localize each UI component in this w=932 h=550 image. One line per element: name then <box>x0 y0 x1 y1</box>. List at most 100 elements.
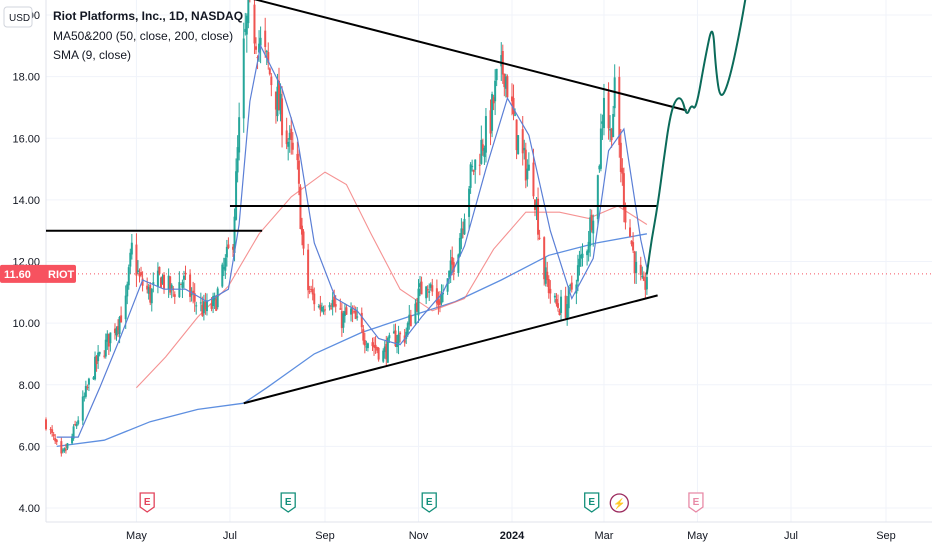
candle-body <box>408 314 411 325</box>
candle <box>598 164 601 173</box>
candle <box>98 351 101 357</box>
candle-body <box>495 68 498 81</box>
x-tick-label: 2024 <box>500 530 525 542</box>
projection-path[interactable] <box>645 0 765 275</box>
candle-body <box>449 260 452 276</box>
chart-title: Riot Platforms, Inc., 1D, NASDAQ <box>53 9 243 23</box>
candle-body <box>179 283 182 285</box>
candle-body <box>468 188 471 217</box>
candle-body <box>126 284 129 297</box>
event-marker[interactable]: E <box>280 492 296 513</box>
candle-body <box>256 57 259 59</box>
indicator-sma9: SMA (9, close) <box>53 48 131 62</box>
candle-body <box>268 68 271 75</box>
earnings-icon <box>421 492 437 513</box>
currency-label: USD <box>9 13 30 24</box>
candle <box>481 138 484 156</box>
candle-body <box>373 345 376 348</box>
candle-body <box>546 271 549 281</box>
candle-body <box>396 342 399 347</box>
ma200-line <box>56 233 648 448</box>
lower-support-line[interactable] <box>243 294 658 405</box>
candle <box>425 285 428 305</box>
candle <box>291 132 294 155</box>
candle-body <box>184 272 187 274</box>
candle <box>448 270 451 284</box>
candle-body <box>199 302 202 304</box>
candle <box>546 261 549 287</box>
candle <box>362 325 365 345</box>
candle <box>607 82 610 140</box>
candle-body <box>60 441 63 454</box>
candle-body <box>330 307 333 309</box>
candle <box>426 285 429 298</box>
candle-body <box>173 294 176 297</box>
candle-body <box>215 299 218 311</box>
y-tick-label: 10.00 <box>12 318 40 330</box>
candle-body <box>141 278 144 286</box>
candle <box>135 233 138 287</box>
candle <box>107 333 110 355</box>
candle <box>84 380 87 399</box>
event-label: E <box>144 497 151 508</box>
candle-body <box>483 147 486 158</box>
candle-body <box>356 316 359 318</box>
candle <box>170 283 173 299</box>
candle-body <box>549 288 552 294</box>
candle-body <box>618 76 621 146</box>
candle <box>300 217 303 246</box>
candle <box>189 269 192 303</box>
candle-body <box>127 267 130 286</box>
candle <box>281 86 284 148</box>
candle <box>296 141 299 170</box>
candle <box>543 236 546 286</box>
candle-body <box>136 270 139 272</box>
candle <box>599 113 602 172</box>
candle-body <box>63 448 66 452</box>
candle <box>75 421 78 430</box>
candle <box>202 294 205 321</box>
candle <box>235 158 238 221</box>
candle-body <box>247 0 250 24</box>
candle-body <box>599 128 602 169</box>
indicator-ma50-200: MA50&200 (50, close, 200, close) <box>53 29 233 43</box>
candle <box>49 427 52 435</box>
candle-body <box>45 419 47 430</box>
event-marker[interactable]: E <box>584 492 600 513</box>
candle <box>109 332 112 352</box>
candle-body <box>394 330 397 347</box>
candle <box>526 159 529 187</box>
candle-body <box>457 254 460 273</box>
candle-body <box>233 216 236 253</box>
candle <box>556 294 559 312</box>
candle <box>216 286 219 310</box>
event-marker[interactable]: E <box>139 492 155 513</box>
candle-body <box>285 130 288 145</box>
candle-body <box>120 315 123 323</box>
candle <box>167 268 170 298</box>
candle <box>602 83 605 136</box>
y-tick-label: 14.00 <box>12 195 40 207</box>
candle-body <box>547 279 550 294</box>
candle-body <box>310 288 313 290</box>
candle <box>457 253 460 277</box>
candle <box>244 12 247 36</box>
event-marker[interactable]: E <box>421 492 437 513</box>
candle <box>61 448 64 454</box>
candle-body <box>81 396 84 421</box>
candle <box>247 0 250 29</box>
candle-body <box>425 286 428 299</box>
event-marker[interactable]: E <box>688 492 704 513</box>
candle-body <box>578 258 581 267</box>
candle <box>227 237 230 250</box>
currency-box[interactable] <box>3 6 33 28</box>
candle <box>420 276 423 295</box>
candle <box>242 22 245 133</box>
candle <box>290 117 293 155</box>
candle <box>377 347 380 362</box>
upper-resistance-line[interactable] <box>244 0 687 112</box>
candle-body <box>138 273 141 277</box>
event-marker[interactable]: ⚡ <box>609 493 629 513</box>
candle-body <box>331 299 334 308</box>
